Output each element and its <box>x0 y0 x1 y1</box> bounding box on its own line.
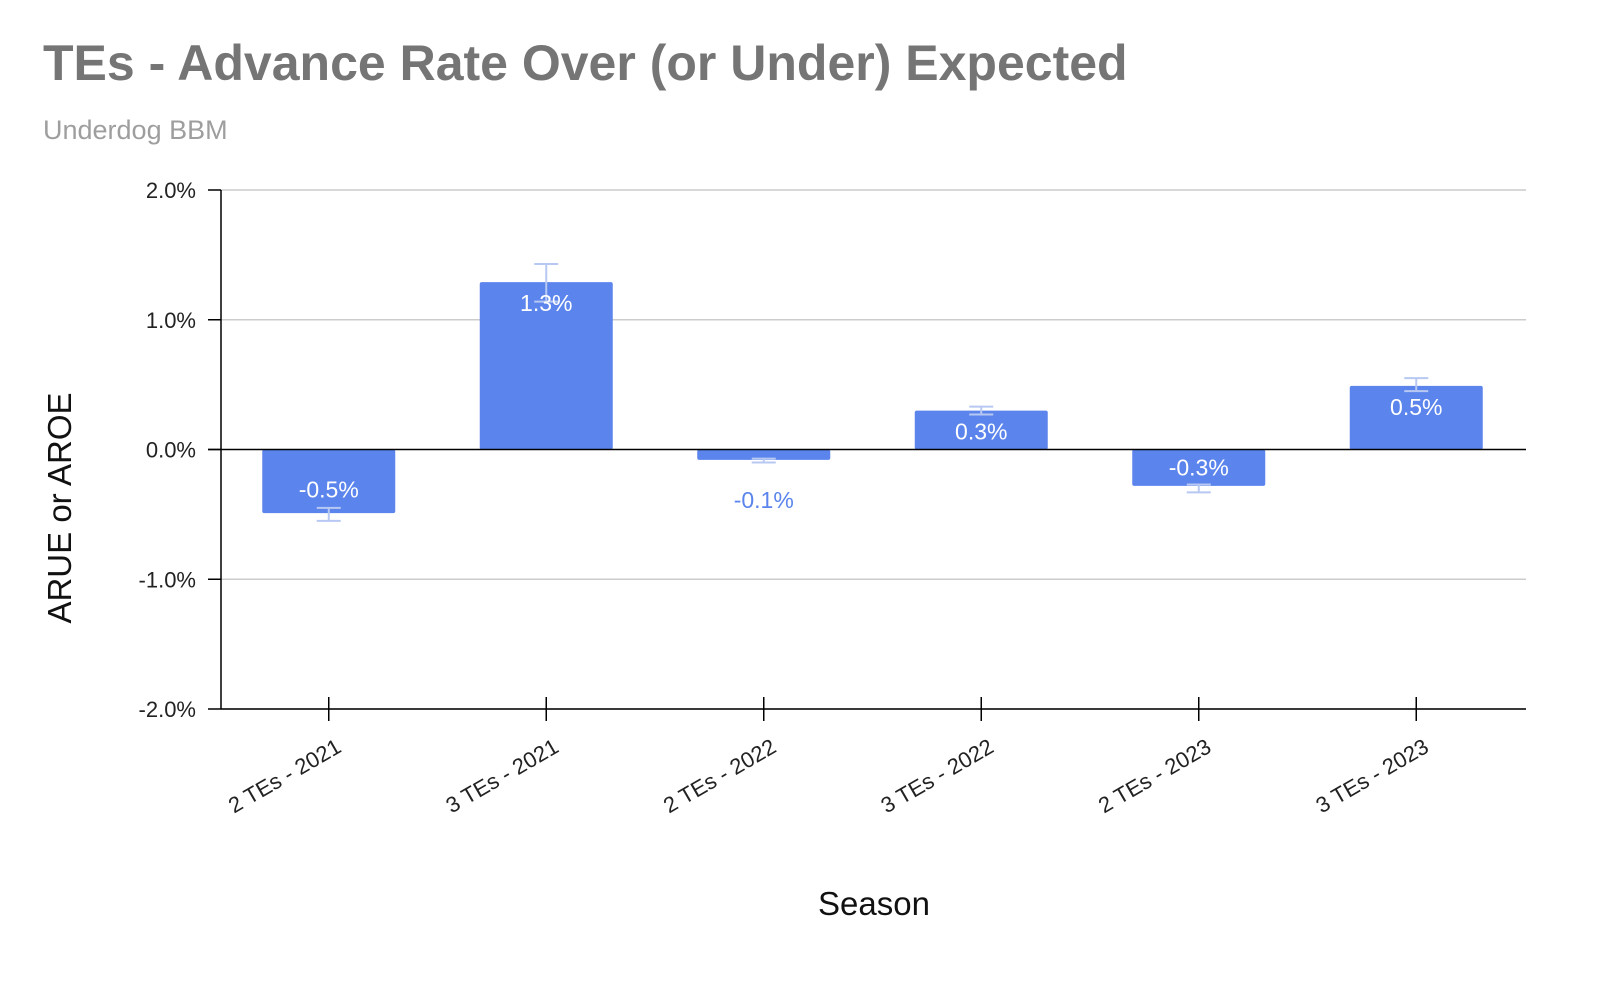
y-tick-label: -1.0% <box>139 567 196 592</box>
data-label: 1.3% <box>520 290 572 316</box>
data-label: -0.1% <box>734 487 794 513</box>
bar <box>479 282 613 450</box>
bar <box>1349 385 1483 450</box>
chart-subtitle: Underdog BBM <box>43 115 228 145</box>
chart-title: TEs - Advance Rate Over (or Under) Expec… <box>43 35 1128 91</box>
bar <box>262 449 396 514</box>
y-axis-title: ARUE or AROE <box>41 392 78 623</box>
x-tick-label: 3 TEs - 2021 <box>442 734 563 818</box>
x-axis-title: Season <box>818 885 930 922</box>
y-tick-label: 1.0% <box>146 308 196 333</box>
bar <box>1132 449 1266 486</box>
bars <box>262 262 1483 522</box>
bar <box>914 410 1048 450</box>
y-tick-label: -2.0% <box>139 697 196 722</box>
data-label: 0.5% <box>1390 394 1442 420</box>
data-label: 0.3% <box>955 419 1007 445</box>
data-label: -0.3% <box>1169 455 1229 481</box>
x-tick-label: 2 TEs - 2021 <box>224 734 345 818</box>
y-tick-label: 2.0% <box>146 178 196 203</box>
x-tick-label: 2 TEs - 2023 <box>1094 734 1215 818</box>
x-tick-label: 3 TEs - 2023 <box>1312 734 1433 818</box>
x-tick-label: 2 TEs - 2022 <box>659 734 780 818</box>
y-tick-label: 0.0% <box>146 438 196 463</box>
axes <box>208 189 1526 721</box>
labels: 2.0% 1.0% 0.0% -1.0% -2.0% -0.5% 2 TEs - 2021 1… <box>139 178 1443 818</box>
data-label: -0.5% <box>299 477 359 503</box>
bar <box>697 449 831 460</box>
x-tick-label: 3 TEs - 2022 <box>877 734 998 818</box>
